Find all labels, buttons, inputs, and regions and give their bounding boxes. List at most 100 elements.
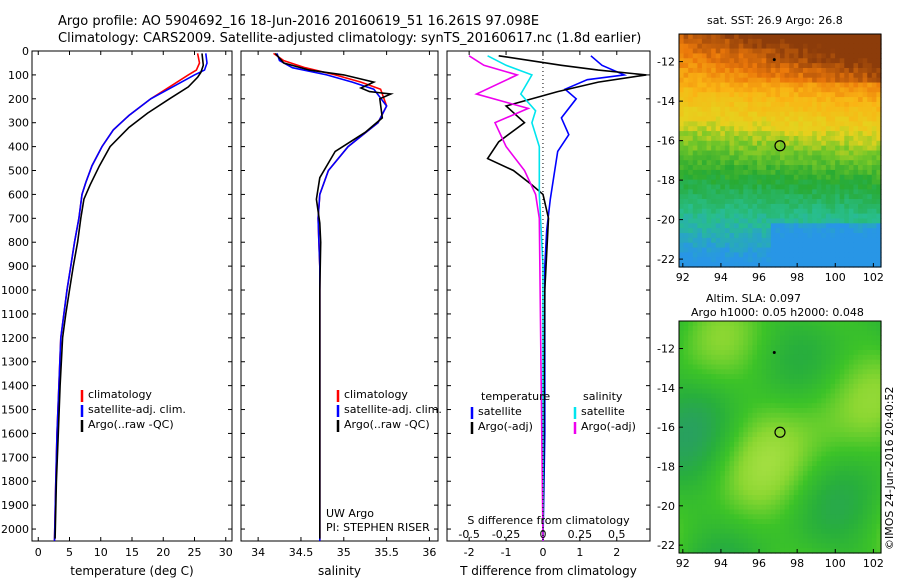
map-cell (807, 111, 813, 118)
map-cell (683, 92, 689, 98)
map-cell (821, 257, 827, 263)
map-cell (688, 160, 694, 166)
map-cell (752, 106, 758, 113)
map-cell (871, 262, 878, 268)
map-cell (835, 509, 841, 515)
map-cell (697, 38, 703, 45)
map-cell (775, 140, 781, 147)
map-cell (798, 262, 804, 268)
map-cell (789, 359, 795, 366)
map-cell (706, 475, 712, 482)
map-cell (844, 145, 850, 152)
map-cell (867, 359, 873, 366)
map-cell (876, 63, 882, 69)
map-cell (798, 437, 804, 443)
map-cell (812, 524, 818, 530)
map-cell (683, 528, 689, 535)
map-cell (793, 504, 799, 511)
map-cell (789, 533, 795, 540)
map-cell (862, 470, 868, 477)
map-cell (757, 388, 763, 395)
map-cell (761, 82, 767, 88)
map-cell (784, 82, 790, 88)
map-cell (807, 213, 813, 220)
map-cell (724, 321, 731, 327)
map-y-tick-label: -14 (657, 382, 675, 395)
map-cell (734, 121, 740, 127)
map-cell (697, 340, 703, 346)
map-cell (692, 189, 698, 195)
map-cell (780, 140, 786, 147)
map-cell (802, 218, 809, 224)
map-cell (780, 48, 786, 55)
map-cell (789, 456, 795, 462)
map-cell (807, 398, 813, 404)
map-cell (858, 237, 864, 244)
map-cell (757, 179, 763, 186)
map-cell (816, 543, 822, 549)
map-cell (770, 364, 777, 370)
map-cell (848, 53, 855, 59)
map-cell (784, 184, 790, 190)
map-cell (839, 58, 845, 64)
map-cell (775, 97, 781, 103)
map-cell (724, 340, 731, 346)
map-cell (679, 53, 685, 59)
map-cell (867, 126, 873, 132)
map-cell (757, 514, 763, 520)
map-cell (793, 213, 799, 220)
map-cell (848, 165, 855, 171)
map-cell (761, 499, 767, 506)
map-cell (734, 379, 740, 385)
map-cell (738, 451, 744, 457)
map-cell (839, 199, 845, 205)
map-cell (816, 228, 822, 234)
map-cell (848, 174, 855, 181)
map-cell (858, 383, 864, 390)
map-cell (729, 242, 735, 249)
map-cell (839, 524, 845, 530)
map-cell (821, 72, 827, 79)
map-cell (848, 441, 855, 448)
map-cell (724, 257, 731, 263)
map-cell (835, 106, 841, 113)
map-cell (825, 58, 832, 64)
map-cell (715, 451, 721, 457)
map-cell (715, 490, 721, 496)
map-cell (715, 499, 721, 506)
map-cell (876, 106, 882, 113)
map-cell (789, 383, 795, 390)
map-cell (688, 383, 694, 390)
map-cell (853, 228, 859, 234)
map-cell (761, 451, 767, 457)
x-tick-label: 5 (66, 546, 73, 559)
map-cell (858, 475, 864, 482)
map-cell (798, 432, 804, 438)
map-cell (821, 388, 827, 395)
map-cell (825, 155, 832, 161)
map-cell (729, 165, 735, 171)
map-cell (729, 116, 735, 122)
map-y-tick-label: -20 (657, 500, 675, 513)
map-cell (867, 408, 873, 414)
map-cell (867, 101, 873, 108)
map-cell (780, 432, 786, 438)
map-cell (867, 218, 873, 224)
map-cell (876, 203, 882, 210)
map-cell (775, 165, 781, 171)
map-cell (720, 538, 726, 544)
map-cell (775, 490, 781, 496)
map-cell (825, 519, 832, 525)
map-cell (706, 116, 712, 122)
map-cell (711, 432, 717, 438)
map-cell (775, 67, 781, 74)
map-cell (816, 87, 822, 93)
map-cell (871, 350, 878, 356)
map-cell (688, 461, 694, 467)
map-cell (720, 499, 726, 506)
map-cell (853, 189, 859, 195)
map-cell (688, 208, 694, 215)
map-cell (752, 499, 758, 506)
map-cell (697, 58, 703, 64)
map-cell (757, 111, 763, 118)
